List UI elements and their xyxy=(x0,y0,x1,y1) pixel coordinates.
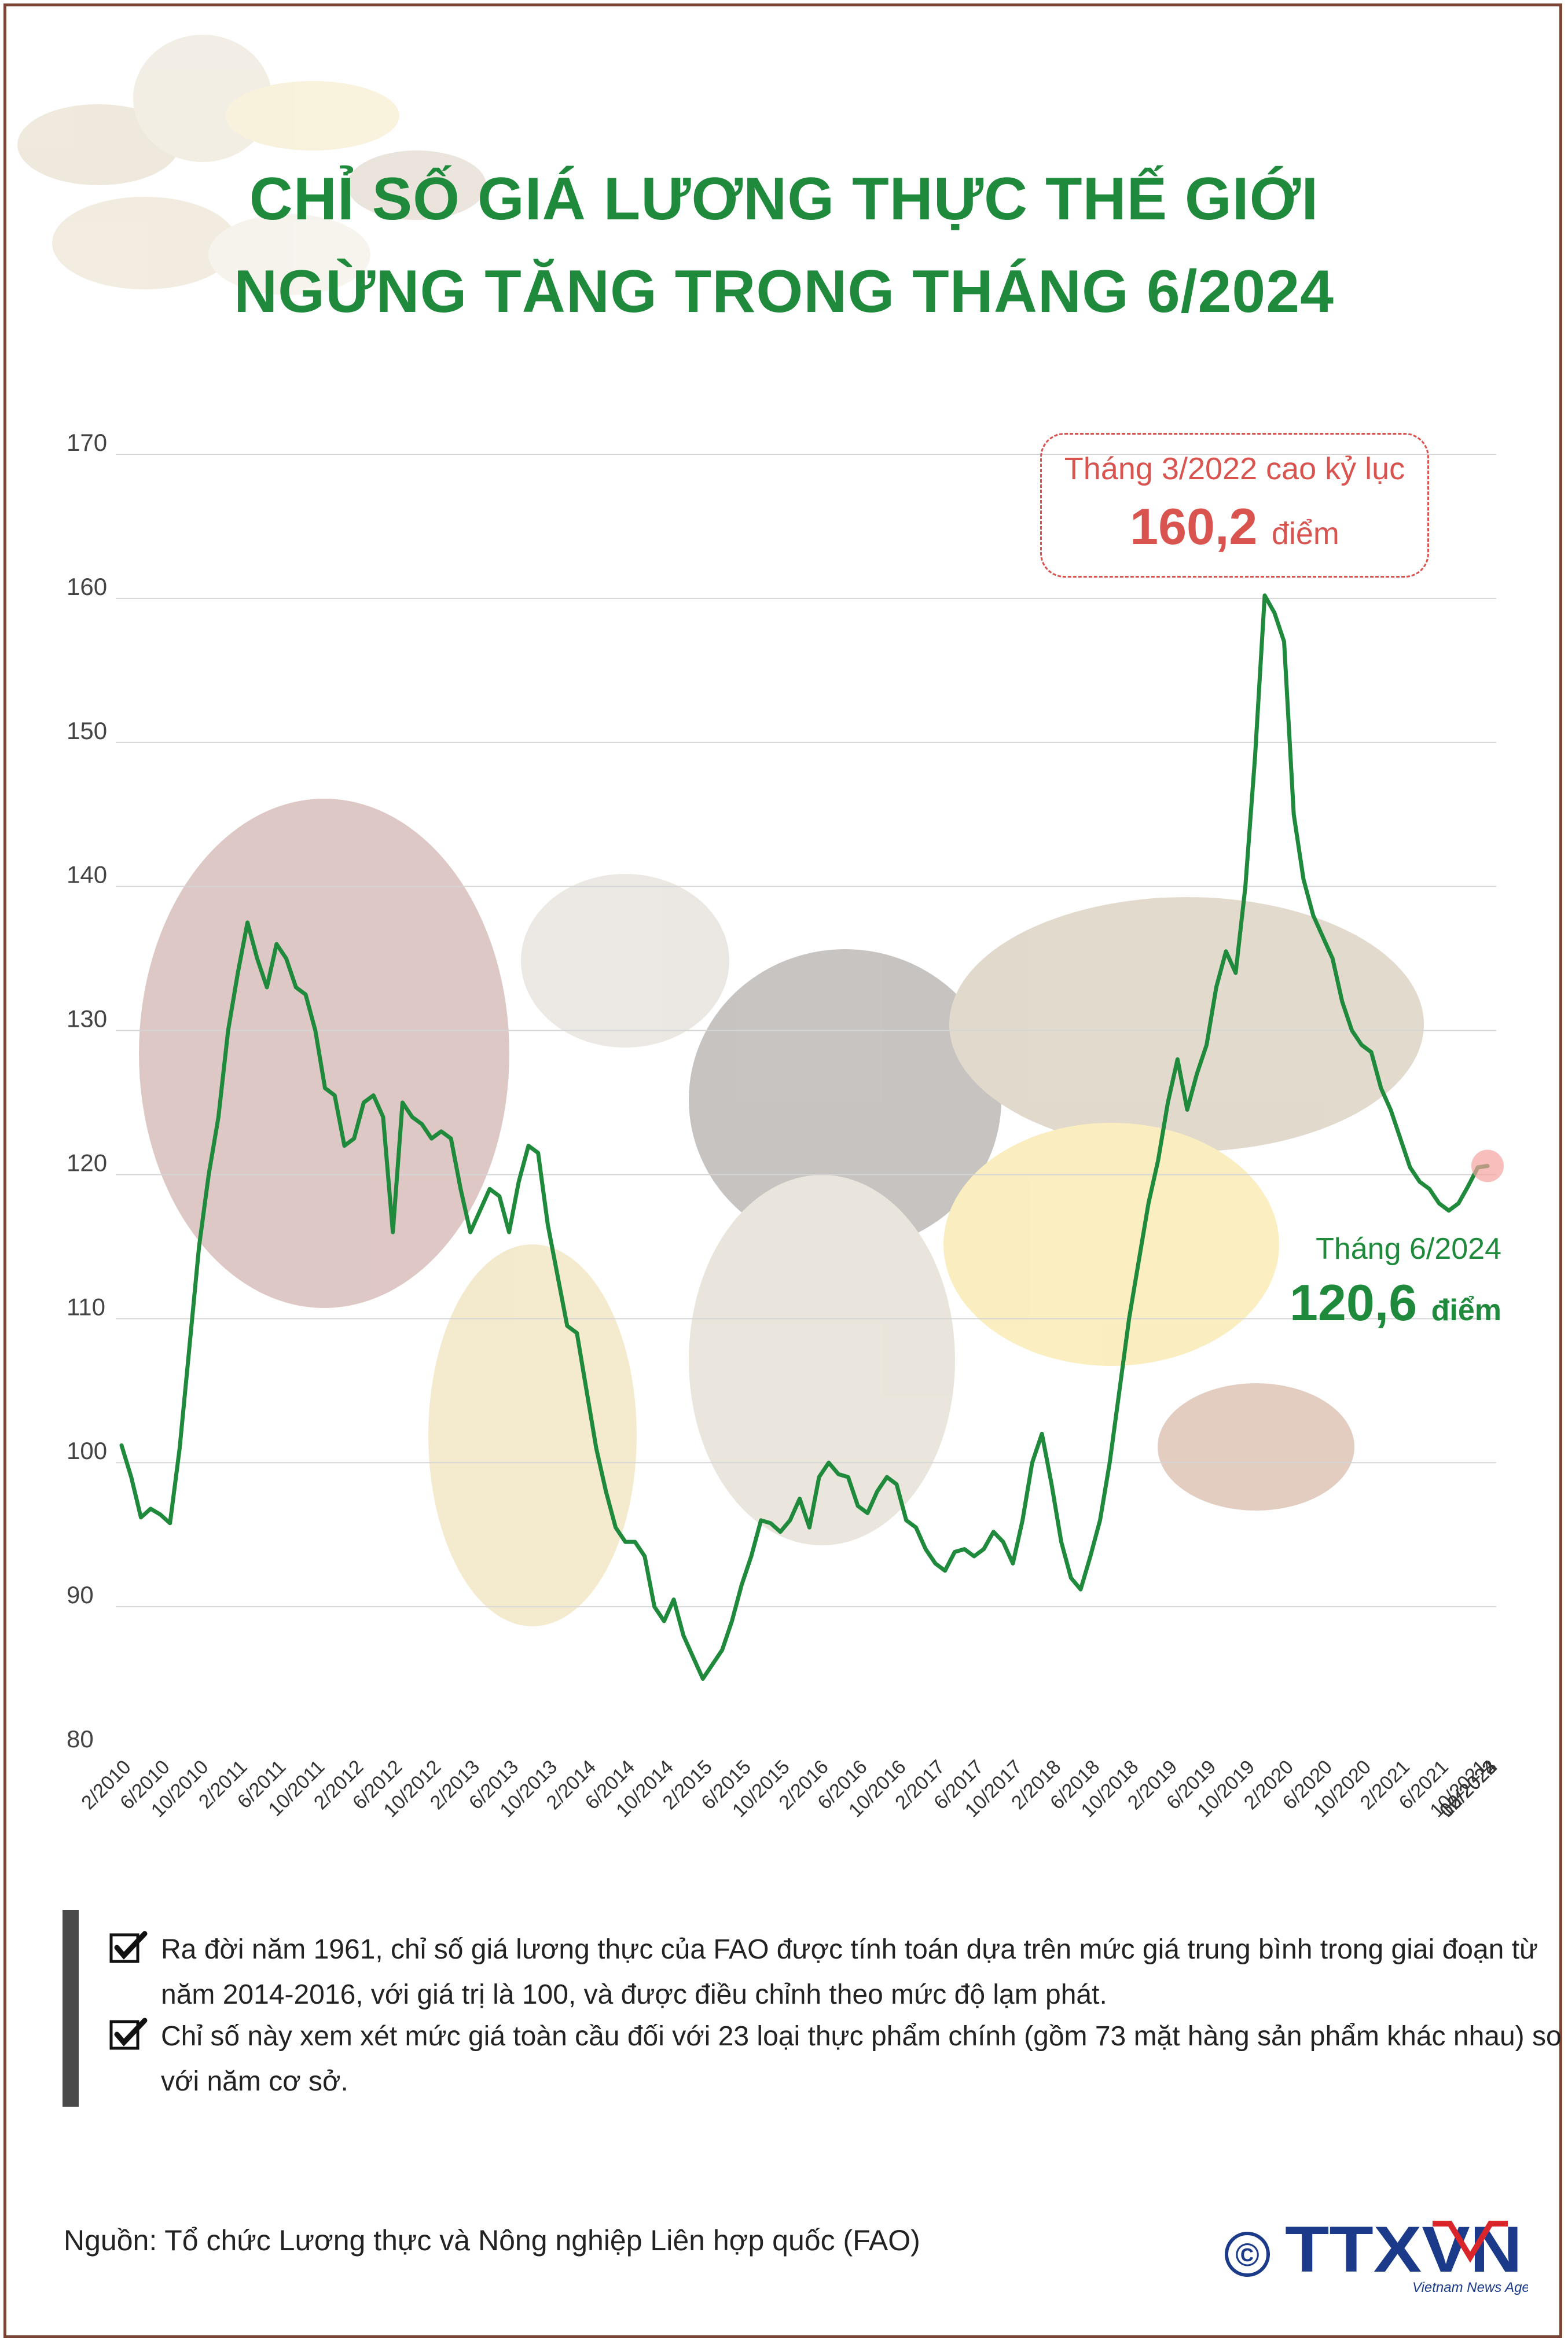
source-text: Nguồn: Tổ chức Lương thực và Nông nghiệp… xyxy=(64,2224,920,2257)
y-tick-label: 170 xyxy=(67,429,107,456)
peak-callout-value-row: 160,2 điểm xyxy=(1042,497,1427,556)
y-tick-label: 160 xyxy=(67,573,107,600)
logo-brand: TTXVN xyxy=(1285,2213,1522,2286)
peak-callout: Tháng 3/2022 cao kỷ lục 160,2 điểm xyxy=(1040,433,1429,578)
latest-unit: điểm xyxy=(1431,1294,1501,1327)
latest-value: 120,6 xyxy=(1289,1274,1418,1331)
title-line-1: CHỈ SỐ GIÁ LƯƠNG THỰC THẾ GIỚI xyxy=(249,166,1319,233)
logo-subtitle: Vietnam News Agency xyxy=(1412,2280,1528,2295)
latest-callout-value-row: 120,6 điểm xyxy=(1290,1273,1501,1332)
latest-callout: Tháng 6/2024 120,6 điểm xyxy=(1290,1232,1501,1332)
y-tick-label: 150 xyxy=(67,717,107,744)
y-tick-label: 90 xyxy=(67,1581,94,1608)
y-tick-label: 140 xyxy=(67,861,107,888)
y-tick-label: 110 xyxy=(67,1293,105,1320)
checkbox-checked-icon xyxy=(109,1931,148,1963)
checkbox-checked-icon xyxy=(109,2018,148,2050)
note-text-2: Chỉ số này xem xét mức giá toàn cầu đối … xyxy=(161,2021,1562,2097)
series-line xyxy=(119,593,1490,1681)
y-tick-label: 80 xyxy=(67,1725,94,1753)
latest-callout-label: Tháng 6/2024 xyxy=(1316,1232,1501,1266)
copyright-symbol: © xyxy=(1235,2236,1259,2273)
notes-accent-bar xyxy=(63,1910,79,2107)
y-tick-label: 130 xyxy=(67,1005,107,1033)
world-map-grains-background xyxy=(139,799,1424,1626)
y-tick-label: 120 xyxy=(67,1149,107,1176)
latest-point-marker xyxy=(1471,1149,1504,1182)
peak-callout-label: Tháng 3/2022 cao kỷ lục xyxy=(1064,451,1405,486)
title-line-2: NGỪNG TĂNG TRONG THÁNG 6/2024 xyxy=(234,258,1334,325)
grain-bowls-illustration xyxy=(17,35,486,295)
ttxvn-logo: © TTXVN Vietnam News Agency xyxy=(1225,2213,1528,2295)
peak-value: 160,2 xyxy=(1130,498,1258,555)
y-tick-label: 100 xyxy=(67,1437,107,1464)
notes-box: Ra đời năm 1961, chỉ số giá lương thực c… xyxy=(63,1910,1562,2107)
page-frame xyxy=(3,3,1562,2338)
peak-unit: điểm xyxy=(1271,516,1339,551)
note-text-1: Ra đời năm 1961, chỉ số giá lương thực c… xyxy=(161,1934,1538,2010)
